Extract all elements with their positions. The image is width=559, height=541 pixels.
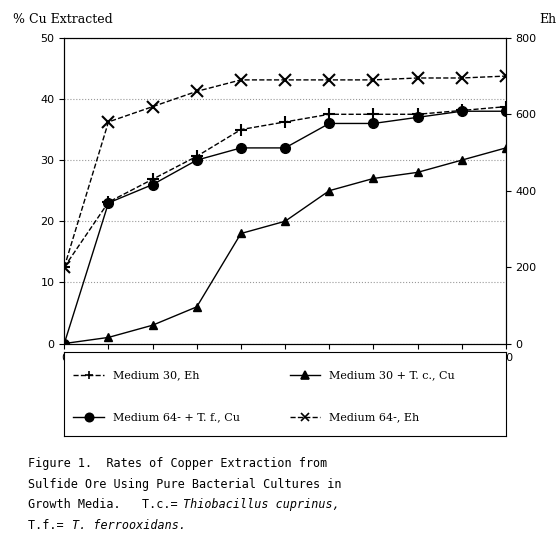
Text: Medium 64- + T. f., Cu: Medium 64- + T. f., Cu <box>113 412 240 422</box>
Text: Eh: Eh <box>539 12 557 25</box>
Text: T. ferrooxidans.: T. ferrooxidans. <box>72 519 186 532</box>
Text: Medium 30, Eh: Medium 30, Eh <box>113 370 200 380</box>
Text: Medium 30 + T. c., Cu: Medium 30 + T. c., Cu <box>329 370 455 380</box>
Text: Growth Media.   T.c.=: Growth Media. T.c.= <box>28 498 184 511</box>
Text: Figure 1.  Rates of Copper Extraction from: Figure 1. Rates of Copper Extraction fro… <box>28 457 327 470</box>
Text: % Cu Extracted: % Cu Extracted <box>13 12 113 25</box>
X-axis label: Time in Days: Time in Days <box>239 369 331 383</box>
Text: Sulfide Ore Using Pure Bacterial Cultures in: Sulfide Ore Using Pure Bacterial Culture… <box>28 478 342 491</box>
Text: Thiobacillus cuprinus,: Thiobacillus cuprinus, <box>183 498 340 511</box>
Text: T.f.=: T.f.= <box>28 519 70 532</box>
Text: Medium 64-, Eh: Medium 64-, Eh <box>329 412 419 422</box>
